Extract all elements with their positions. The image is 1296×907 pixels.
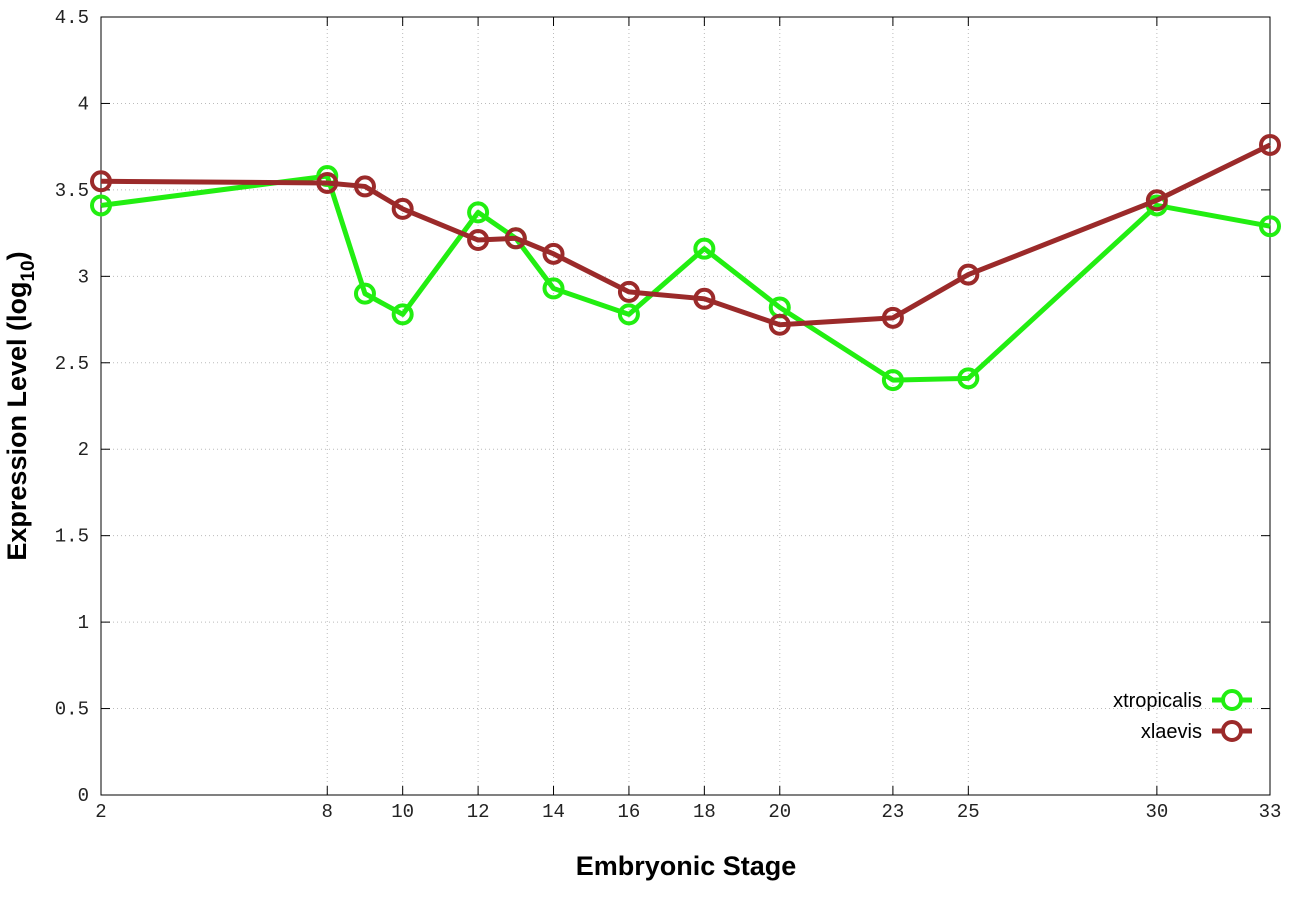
y-tick-label: 4 [78,93,89,115]
y-tick-label: 2 [78,439,89,461]
data-point [617,280,640,303]
y-axis-label: Expression Level (log10) [2,251,39,560]
y-tick-label: 1 [78,612,89,634]
data-point [90,170,112,193]
x-tick-label: 20 [768,801,791,823]
data-point [391,303,414,326]
x-axis-label: Embryonic Stage [576,851,797,881]
y-tick-label: 0 [78,785,89,807]
x-tick-label: 16 [618,801,641,823]
data-point [1259,215,1281,238]
x-tick-label: 14 [542,801,565,823]
x-tick-label: 10 [391,801,414,823]
y-tick-label: 0.5 [55,699,89,721]
data-point [353,282,376,305]
y-tick-label: 3.5 [55,180,89,202]
data-point [391,197,414,220]
y-axis-label-subscript: 10 [18,260,39,281]
data-point [617,303,640,326]
legend-label: xlaevis [1141,721,1202,743]
data-point [504,227,527,250]
legend-marker [1221,689,1243,711]
data-point [693,287,716,310]
legend-label: xtropicalis [1113,690,1202,712]
x-tick-label: 2 [95,801,106,823]
x-tick-label: 12 [467,801,490,823]
y-axis-label-suffix: ) [2,251,32,260]
data-point [881,306,904,329]
y-tick-label: 3 [78,266,89,288]
data-point [693,237,716,260]
y-tick-label: 4.5 [55,7,89,29]
series-line [100,142,1272,328]
data-point [90,194,112,217]
x-tick-label: 8 [322,801,333,823]
data-point [768,313,791,336]
series-line [100,173,1271,383]
data-point [316,171,339,194]
data-point [1259,133,1281,156]
data-point [467,201,490,224]
x-tick-label: 33 [1259,801,1282,823]
y-tick-label: 1.5 [55,526,89,548]
x-tick-label: 30 [1145,801,1168,823]
legend-marker [1221,720,1243,742]
y-tick-label: 2.5 [55,353,89,375]
plot-frame [100,16,1271,796]
data-point [1145,189,1168,212]
x-tick-label: 18 [693,801,716,823]
x-tick-label: 25 [957,801,980,823]
data-point [353,175,376,198]
data-point [957,263,980,286]
data-point [881,369,904,392]
data-point [542,242,565,265]
x-tick-label: 23 [881,801,904,823]
y-axis-label-text: Expression Level (log [2,282,32,561]
data-point [542,277,565,300]
data-point [957,367,980,390]
data-point [467,229,490,252]
